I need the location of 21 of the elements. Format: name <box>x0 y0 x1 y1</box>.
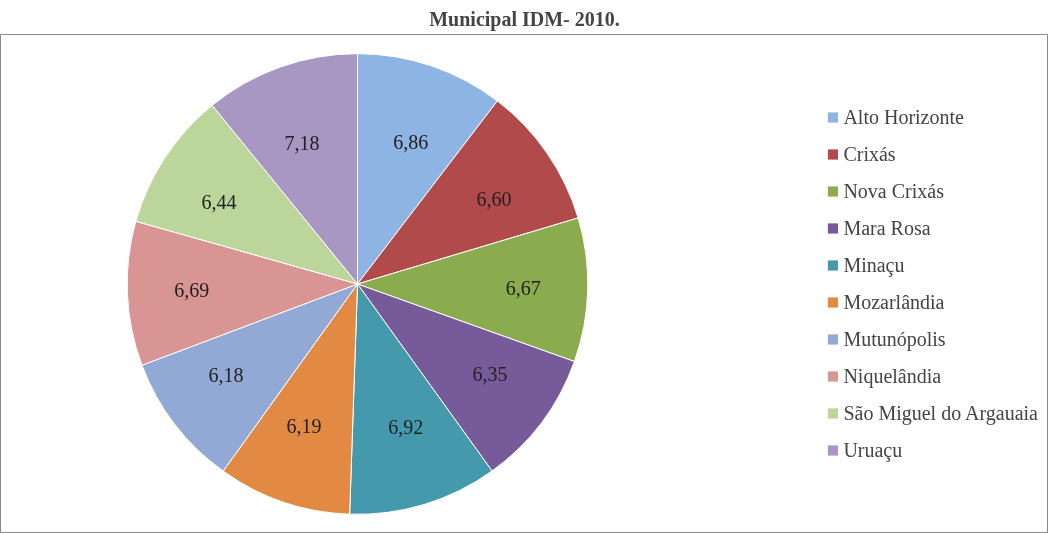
data-label: 6,86 <box>393 131 429 154</box>
legend-label: Nova Crixás <box>843 179 944 203</box>
data-label: 6,67 <box>505 276 541 299</box>
data-label: 7,18 <box>284 131 320 154</box>
data-label: 6,69 <box>174 279 210 302</box>
data-label: 6,44 <box>201 190 237 213</box>
data-label: 6,92 <box>388 416 424 439</box>
data-label: 6,35 <box>472 363 508 386</box>
legend-label: Mara Rosa <box>843 216 931 240</box>
legend-label: Alto Horizonte <box>843 105 964 129</box>
data-label: 6,60 <box>476 187 512 210</box>
legend-label: Minaçu <box>843 253 905 277</box>
legend-label: Crixás <box>843 142 896 166</box>
legend-label: Uruaçu <box>843 438 903 462</box>
legend-label: Mutunópolis <box>843 327 946 351</box>
legend-label: Niquelândia <box>843 364 942 388</box>
legend-label: Mozarlândia <box>843 290 945 314</box>
legend-label: São Miguel do Argauaia <box>843 401 1038 425</box>
chart-title: Municipal IDM- 2010. <box>429 7 620 31</box>
data-label: 6,18 <box>208 364 244 387</box>
data-label: 6,19 <box>286 414 322 437</box>
